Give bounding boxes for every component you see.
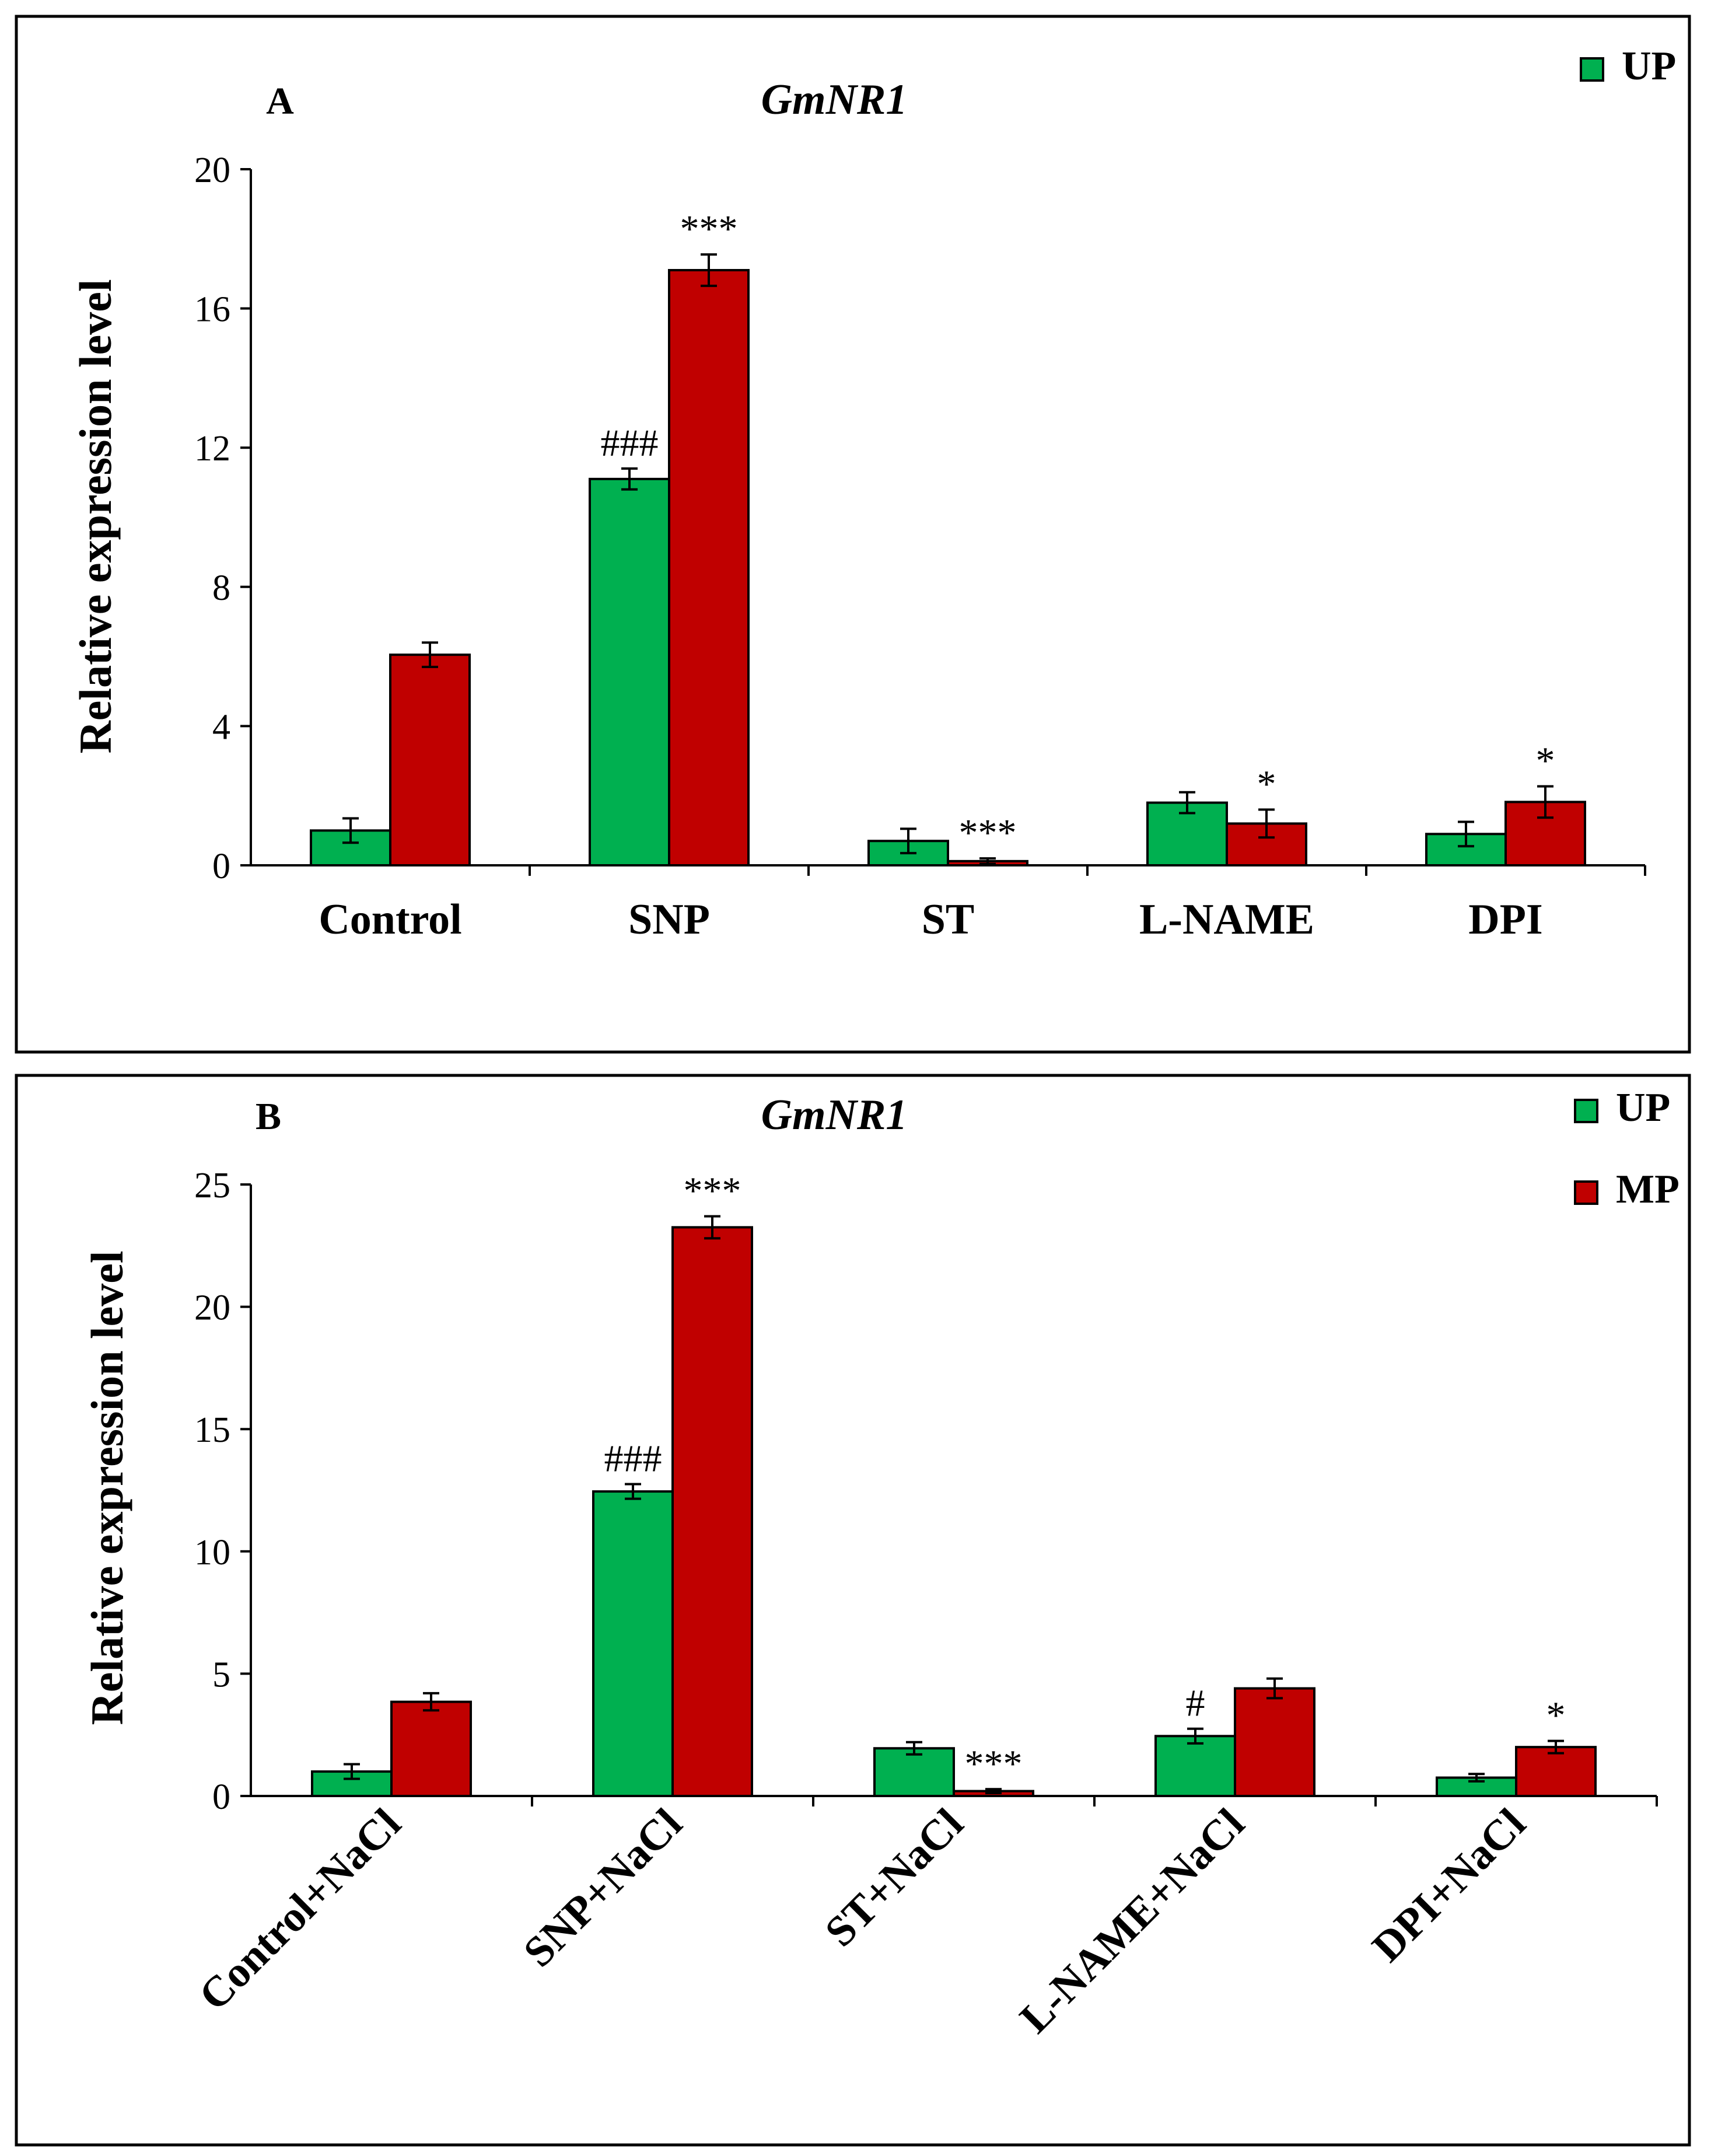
panel-a-significance-label: * — [1257, 763, 1276, 806]
panel-a-bar-mp — [389, 654, 471, 867]
panel-a-category-label: ST — [922, 896, 975, 944]
panel-a-y-tick-label: 20 — [194, 151, 230, 190]
panel-a-y-axis-label: Relative expression level — [70, 279, 121, 753]
panel-a-category-label: L-NAME — [1139, 896, 1314, 944]
panel-a-y-tick-label: 4 — [212, 707, 230, 747]
panel-b-legend-swatch-up — [1574, 1099, 1598, 1123]
panel-a-y-tick-label: 12 — [194, 429, 230, 469]
panel-a-significance-label: * — [1536, 740, 1555, 782]
panel-a-y-tick-label: 16 — [194, 290, 230, 330]
panel-a-legend-swatch-up — [1580, 57, 1604, 82]
panel-a-category-label: DPI — [1468, 896, 1542, 944]
panel-b-y-tick-label: 25 — [194, 1166, 230, 1205]
panel-a-legend-label-up: UP — [1622, 44, 1676, 89]
panel-b-significance-label: # — [1186, 1682, 1205, 1725]
panel-a-bar-mp — [668, 268, 750, 866]
panel-b-legend-swatch-mp — [1574, 1180, 1598, 1205]
panel-a-title: GmNR1 — [761, 76, 908, 124]
panel-b-y-tick-label: 20 — [194, 1288, 230, 1328]
panel-b-y-tick-label: 10 — [194, 1533, 230, 1573]
panel-b-significance-label: *** — [684, 1169, 741, 1212]
panel-b-frame — [15, 1074, 1691, 2147]
panel-a-y-tick-label: 0 — [212, 847, 230, 886]
panel-b-bar-mp — [671, 1226, 753, 1798]
panel-b-y-tick-label: 0 — [212, 1777, 230, 1817]
panel-a-significance-label: ### — [601, 422, 659, 464]
panel-b-title: GmNR1 — [761, 1091, 908, 1139]
panel-b-bar-mp — [390, 1700, 472, 1797]
panel-a-category-label: Control — [319, 896, 461, 944]
panel-b-legend-label-mp: MP — [1616, 1167, 1679, 1212]
panel-b-bar-mp — [1234, 1687, 1315, 1797]
panel-a-significance-label: *** — [680, 208, 738, 250]
panel-b-label: B — [256, 1095, 281, 1138]
panel-b-significance-label: ### — [604, 1438, 662, 1480]
panel-b-y-tick-label: 5 — [212, 1655, 230, 1694]
panel-a-significance-label: *** — [959, 812, 1017, 854]
panel-b-bar-up — [1154, 1735, 1236, 1797]
panel-b-bar-up — [592, 1490, 674, 1797]
panel-b-y-axis-label: Relative expression level — [82, 1250, 132, 1725]
panel-b-y-tick-label: 15 — [194, 1410, 230, 1450]
panel-a-frame — [15, 15, 1691, 1054]
panel-b-significance-label: *** — [965, 1742, 1023, 1785]
panel-b-bar-mp — [1515, 1746, 1597, 1797]
panel-b-significance-label: * — [1546, 1694, 1566, 1737]
panel-a-category-label: SNP — [628, 896, 710, 944]
panel-a-label: A — [266, 80, 294, 123]
panel-a-bar-up — [589, 477, 670, 866]
panel-a-y-tick-label: 8 — [212, 568, 230, 608]
panel-b-legend-label-up: UP — [1616, 1085, 1670, 1130]
